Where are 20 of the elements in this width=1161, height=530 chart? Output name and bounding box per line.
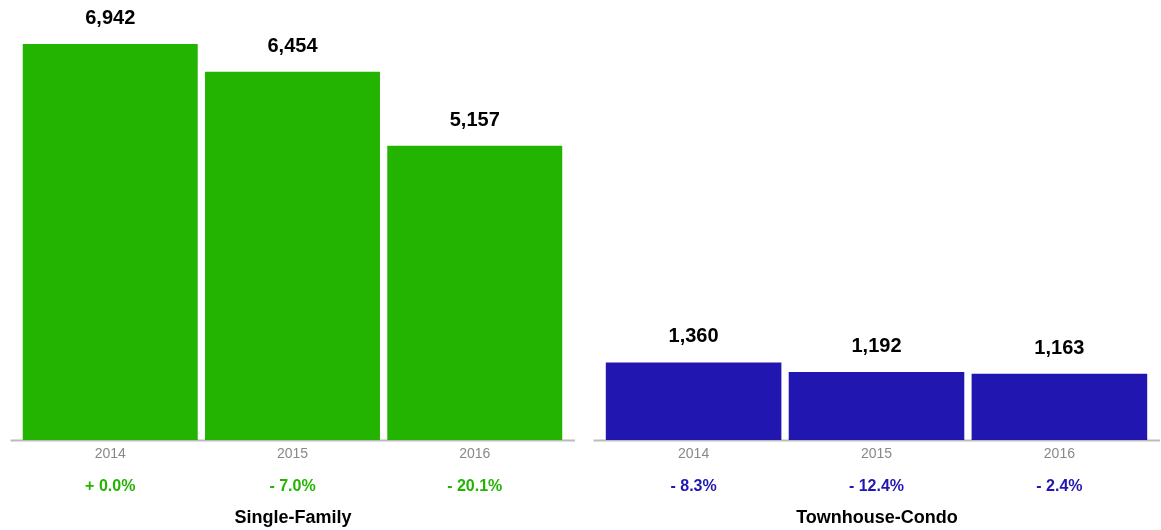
text: - 12.4%	[848, 477, 905, 494]
x-tick-label: 2016	[459, 444, 491, 461]
x-axis-title: Townhouse-Condo	[796, 506, 958, 527]
data-label: 1,360	[668, 324, 719, 347]
text: - 2.4%	[1036, 477, 1083, 494]
text: + 0.0%	[85, 477, 136, 494]
x-tick-label: 2015	[860, 444, 893, 461]
text: - 7.0%	[269, 477, 316, 494]
data-label: 1,163	[1034, 335, 1085, 358]
text: - 20.1%	[447, 477, 503, 494]
x-tick-label: 2014	[678, 444, 710, 461]
x-tick-label: 2016	[1043, 444, 1076, 461]
x-tick-label: 2015	[276, 444, 309, 461]
x-tick-label: 2014	[94, 444, 127, 461]
data-label: 6,454	[267, 33, 319, 56]
text: - 8.3%	[670, 477, 717, 494]
data-label: 1,192	[851, 334, 902, 356]
data-label: 5,157	[449, 107, 500, 130]
data-label: 6,942	[85, 6, 136, 28]
x-axis-title: Single-Family	[234, 506, 352, 527]
